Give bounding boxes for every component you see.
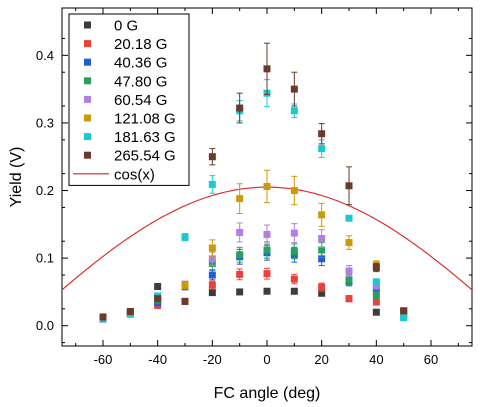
- data-point: [345, 267, 353, 275]
- data-point: [345, 276, 353, 284]
- series-0-g: [99, 233, 408, 323]
- data-point: [290, 85, 298, 93]
- x-tick-label: 60: [424, 352, 438, 367]
- series-121-08-g: [99, 169, 408, 322]
- data-point: [263, 182, 271, 190]
- legend-label: 0 G: [114, 18, 138, 35]
- legend-marker: [84, 114, 91, 122]
- data-point: [208, 281, 216, 289]
- data-point: [372, 264, 380, 272]
- series-20-18-g: [99, 267, 408, 323]
- data-point: [208, 153, 216, 161]
- data-point: [181, 297, 189, 305]
- series-265-54-g: [99, 42, 408, 321]
- data-point: [236, 270, 244, 278]
- data-point: [372, 308, 380, 316]
- x-tick-label: 0: [263, 352, 270, 367]
- x-axis-label: FC angle (deg): [214, 385, 321, 402]
- data-point: [345, 182, 353, 190]
- data-point: [208, 180, 216, 188]
- x-tick-label: 20: [314, 352, 328, 367]
- legend-label: cos(x): [114, 166, 155, 183]
- legend-label: 40.36 G: [114, 55, 167, 72]
- legend-marker: [84, 77, 91, 85]
- data-point: [345, 214, 353, 222]
- data-point: [345, 239, 353, 247]
- y-tick-label: 0.2: [36, 183, 54, 198]
- data-point: [290, 287, 298, 295]
- data-point: [236, 288, 244, 296]
- data-point: [263, 230, 271, 238]
- data-point: [372, 298, 380, 306]
- x-tick-label: -20: [203, 352, 222, 367]
- legend-marker: [84, 21, 91, 29]
- data-point: [400, 314, 408, 322]
- legend-label: 20.18 G: [114, 36, 167, 53]
- data-point: [263, 65, 271, 73]
- data-point: [290, 229, 298, 237]
- data-point: [99, 313, 107, 321]
- data-point: [208, 255, 216, 263]
- legend-label: 181.63 G: [114, 129, 176, 146]
- legend-label: 60.54 G: [114, 92, 167, 109]
- legend-label: 121.08 G: [114, 111, 176, 128]
- data-point: [236, 195, 244, 203]
- data-point: [400, 307, 408, 315]
- data-point: [318, 283, 326, 291]
- data-point: [290, 187, 298, 195]
- data-point: [236, 251, 244, 259]
- data-point: [263, 287, 271, 295]
- data-point: [154, 295, 162, 303]
- legend-label: 47.80 G: [114, 73, 167, 90]
- data-point: [318, 289, 326, 297]
- data-point: [372, 278, 380, 286]
- y-tick-label: 0.3: [36, 115, 54, 130]
- data-point: [236, 104, 244, 112]
- data-point: [290, 275, 298, 283]
- data-point: [318, 211, 326, 219]
- data-point: [345, 295, 353, 303]
- y-tick-label: 0.4: [36, 48, 54, 63]
- legend-marker: [84, 58, 91, 66]
- data-point: [318, 145, 326, 153]
- data-point: [208, 289, 216, 297]
- data-point: [372, 291, 380, 299]
- x-tick-label: -60: [94, 352, 113, 367]
- data-point: [154, 283, 162, 291]
- data-point: [208, 271, 216, 279]
- y-axis-label: Yield (V): [8, 147, 25, 208]
- legend-label: 265.54 G: [114, 148, 176, 165]
- data-point: [181, 233, 189, 241]
- series-47-80-g: [99, 241, 408, 322]
- data-point: [263, 270, 271, 278]
- y-tick-label: 0.1: [36, 251, 54, 266]
- data-point: [181, 281, 189, 289]
- x-tick-label: 40: [369, 352, 383, 367]
- x-tick-label: -40: [148, 352, 167, 367]
- legend-marker: [84, 133, 91, 141]
- legend-marker: [84, 40, 91, 48]
- series-60-54-g: [99, 222, 408, 322]
- data-point: [318, 130, 326, 138]
- data-point: [126, 308, 134, 316]
- data-point: [290, 247, 298, 255]
- data-point: [318, 255, 326, 263]
- series-40-36-g: [99, 244, 408, 323]
- legend-marker: [84, 95, 91, 103]
- legend-marker: [84, 151, 91, 159]
- y-tick-label: 0.0: [36, 318, 54, 333]
- data-point: [318, 246, 326, 254]
- data-point: [290, 107, 298, 115]
- data-point: [318, 235, 326, 243]
- data-point: [263, 246, 271, 254]
- data-point: [236, 228, 244, 236]
- data-point: [208, 244, 216, 252]
